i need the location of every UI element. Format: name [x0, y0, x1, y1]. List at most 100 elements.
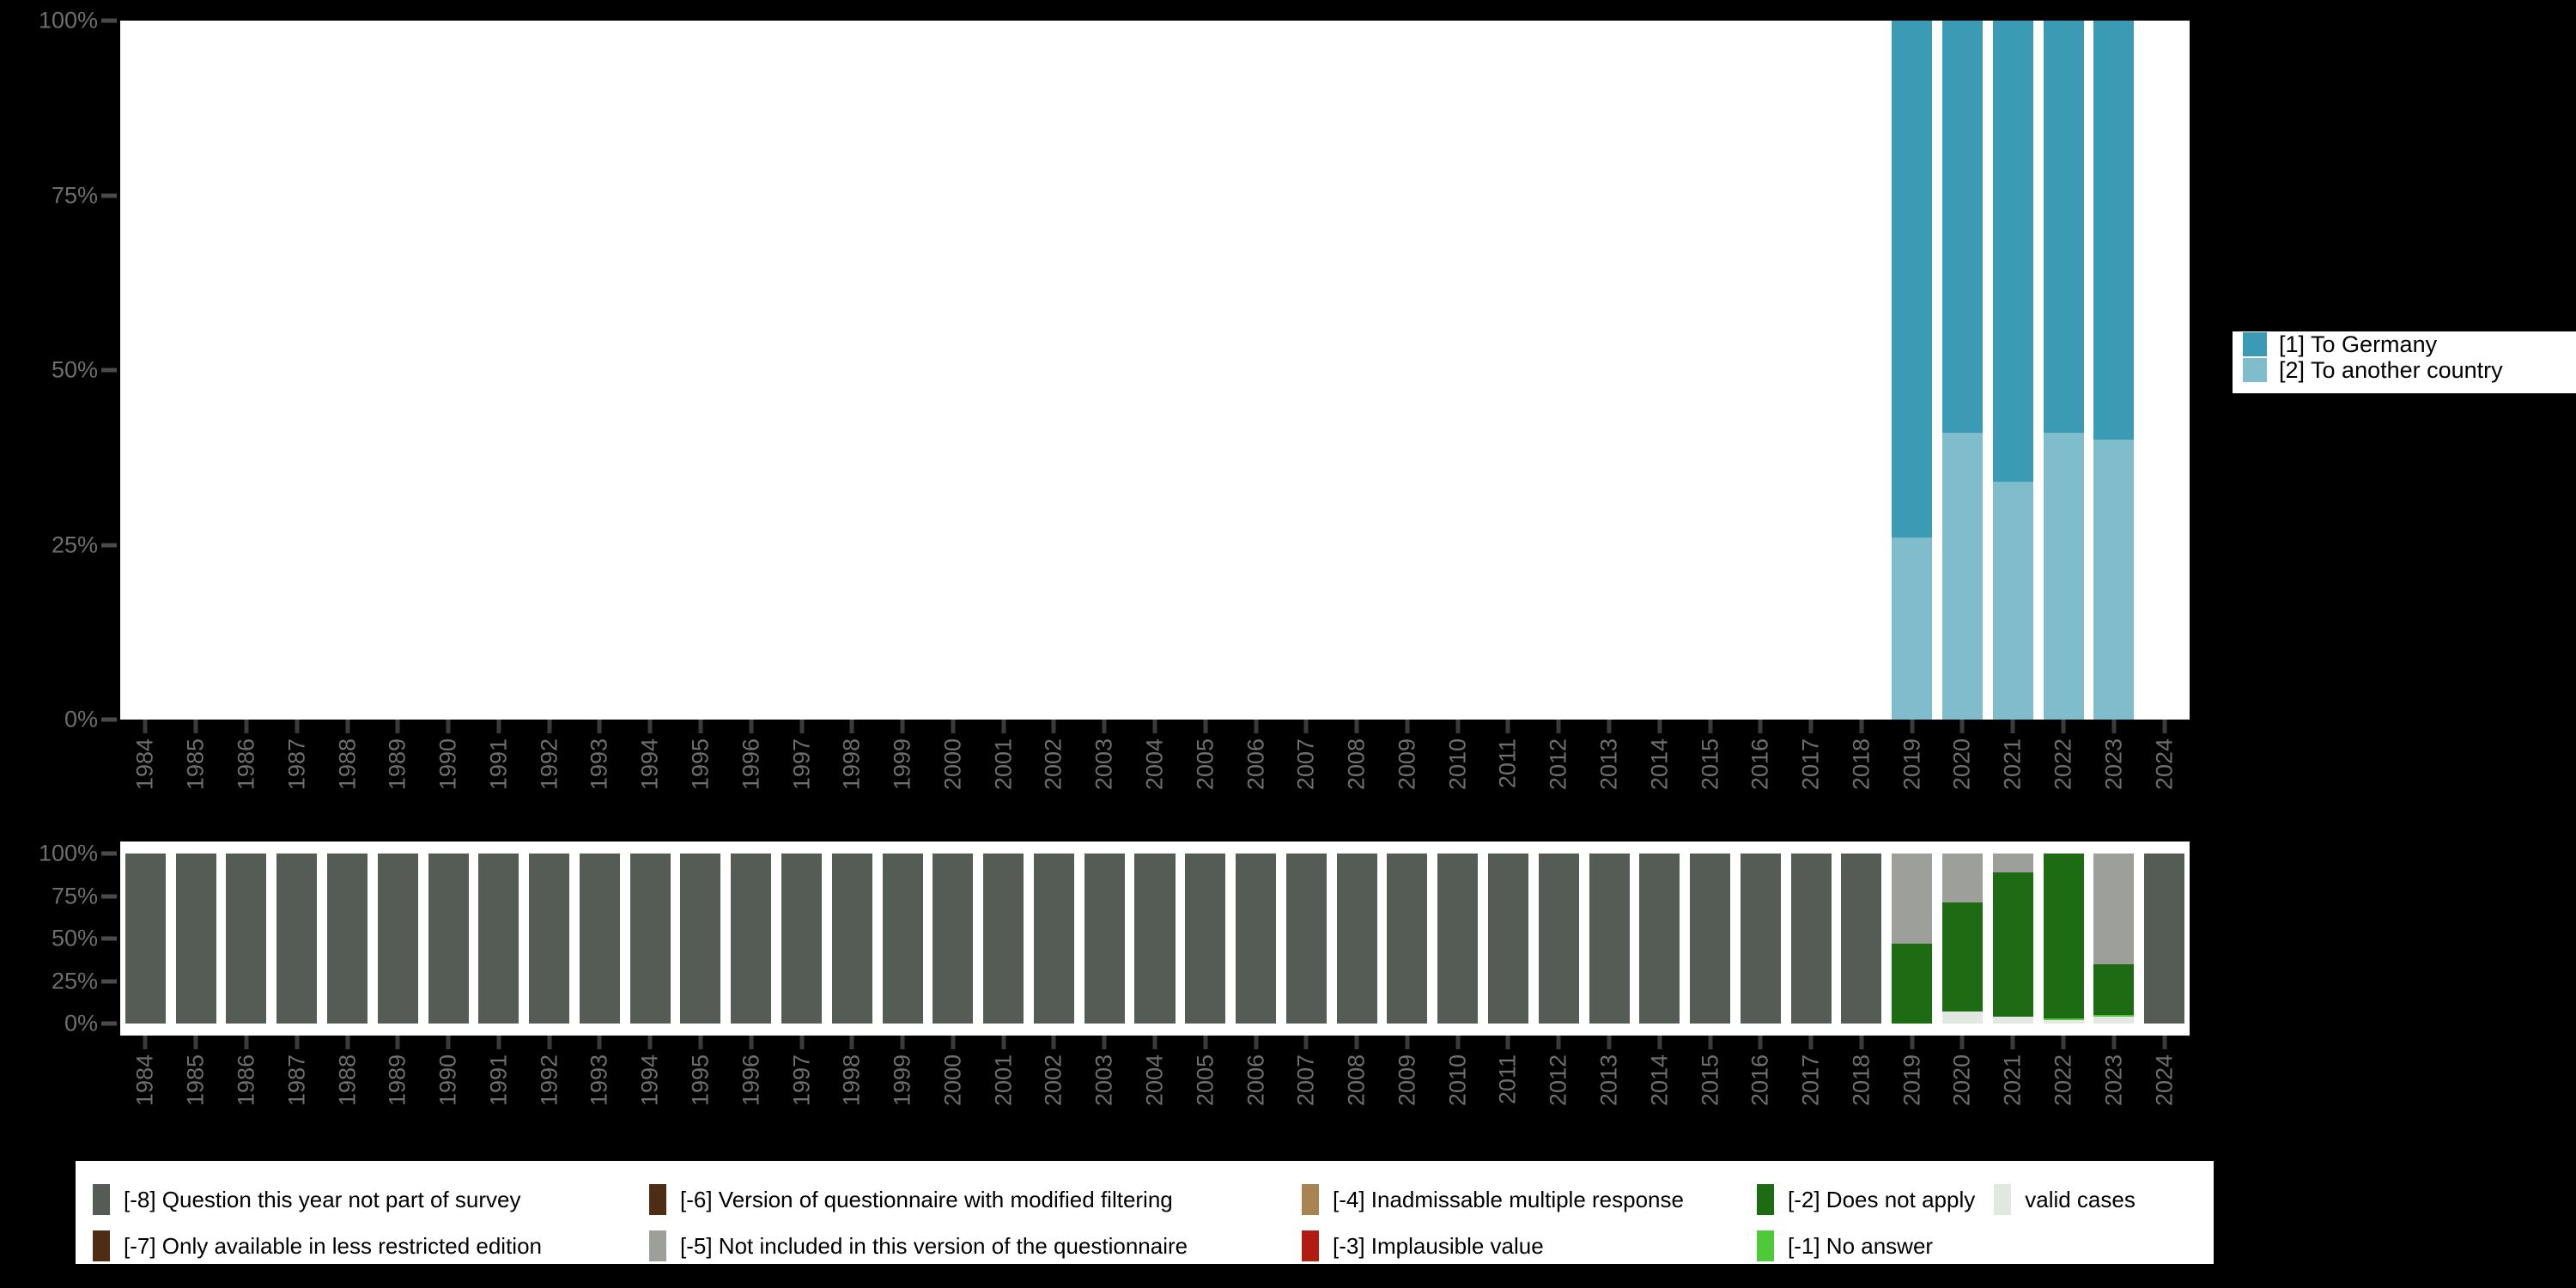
x-axis-tick-label: 1998 — [838, 738, 865, 791]
quality-legend-item[interactable]: [-8] Question this year not part of surv… — [93, 1184, 649, 1215]
quality-x-axis-tick-label: 1987 — [283, 1054, 310, 1107]
quality-y-axis-tick-label: 50% — [51, 925, 98, 951]
x-axis-tick-mark — [1051, 720, 1056, 733]
x-axis-tick: 2016 — [1747, 720, 1774, 790]
quality-bar-segment — [529, 854, 570, 1024]
quality-x-axis-tick-mark — [1254, 1036, 1259, 1049]
quality-x-axis-tick-mark — [849, 1036, 854, 1049]
quality-legend-item[interactable]: [-4] Inadmissable multiple response — [1302, 1184, 1757, 1215]
quality-bar-2003 — [1084, 854, 1125, 1024]
quality-x-axis-tick: 1997 — [788, 1036, 815, 1106]
y-axis-tick-mark — [101, 193, 117, 197]
quality-bar-segment — [1134, 854, 1176, 1024]
quality-bar-2018 — [1841, 854, 1882, 1024]
x-axis-tick-mark — [1254, 720, 1259, 733]
legend-item[interactable]: [2] To another country — [2243, 357, 2576, 383]
quality-legend-item[interactable]: [-5] Not included in this version of the… — [649, 1230, 1302, 1261]
quality-x-axis-tick: 2018 — [1848, 1036, 1874, 1106]
quality-bar-2009 — [1387, 854, 1428, 1024]
quality-bar-segment — [1892, 854, 1933, 944]
quality-x-axis-tick-label: 2005 — [1192, 1054, 1218, 1107]
quality-x-axis-tick-label: 1990 — [434, 1054, 461, 1107]
legend-color-swatch-icon — [2243, 332, 2267, 356]
quality-x-axis-tick-mark — [1405, 1036, 1410, 1049]
quality-bar-segment — [2043, 1020, 2084, 1024]
x-axis-tick-label: 1988 — [334, 738, 360, 791]
quality-bar-2023 — [2093, 854, 2135, 1024]
x-axis-tick: 1995 — [687, 720, 714, 790]
bar-segment-to-another-country — [2093, 440, 2135, 720]
quality-bar-segment — [1892, 943, 1933, 1024]
x-axis-tick-label: 1996 — [738, 738, 764, 791]
x-axis-tick-mark — [446, 720, 451, 733]
x-axis-tick-label: 2012 — [1545, 738, 1571, 791]
quality-x-axis-tick-mark — [547, 1036, 552, 1049]
x-axis-tick-label: 2022 — [2050, 738, 2076, 791]
stacked-bar-2020 — [1941, 21, 1983, 720]
quality-x-axis-tick-mark — [1657, 1036, 1662, 1049]
quality-x-axis-tick-mark — [1203, 1036, 1208, 1049]
x-axis-tick-mark — [1910, 720, 1915, 733]
quality-bar-segment — [1387, 854, 1428, 1024]
x-axis-tick-label: 2004 — [1141, 738, 1168, 791]
quality-x-axis-tick-mark — [900, 1036, 905, 1049]
quality-bar-1992 — [529, 854, 570, 1024]
quality-x-axis-tick-label: 2011 — [1494, 1054, 1521, 1105]
x-axis-tick-mark — [749, 720, 754, 733]
quality-x-axis-tick-label: 1994 — [636, 1054, 663, 1107]
quality-bar-2010 — [1437, 854, 1479, 1024]
legend-item-label: [1] To Germany — [2279, 331, 2438, 357]
x-axis-tick-mark — [1455, 720, 1461, 733]
x-axis-tick-label: 2009 — [1394, 738, 1420, 791]
quality-legend-item[interactable]: [-3] Implausible value — [1302, 1230, 1757, 1261]
x-axis-tick-label: 2011 — [1494, 738, 1521, 789]
x-axis-tick-label: 1999 — [889, 738, 915, 791]
quality-bar-1998 — [831, 854, 872, 1024]
x-axis-tick: 2006 — [1242, 720, 1269, 790]
quality-bar-segment — [1639, 854, 1680, 1024]
quality-bar-2012 — [1538, 854, 1579, 1024]
x-axis-tick: 1989 — [385, 720, 411, 790]
quality-bar-segment — [327, 854, 368, 1024]
x-axis-tick: 2013 — [1596, 720, 1623, 790]
quality-bar-segment — [579, 854, 620, 1024]
quality-bar-2000 — [933, 854, 974, 1024]
x-axis-tick-label: 2014 — [1646, 738, 1673, 791]
quality-x-axis-tick-label: 2002 — [1040, 1054, 1066, 1107]
quality-bar-segment — [1841, 854, 1882, 1024]
quality-x-axis-tick-label: 2010 — [1444, 1054, 1471, 1107]
quality-x-axis-tick-mark — [446, 1036, 451, 1049]
x-axis-tick-label: 1990 — [434, 738, 461, 791]
stacked-bar-2021 — [1992, 21, 2033, 720]
x-axis-tick-mark — [597, 720, 602, 733]
x-axis-tick-mark — [647, 720, 653, 733]
quality-legend-item[interactable]: [-2] Does not apply valid cases — [1757, 1184, 2136, 1215]
x-axis-tick-label: 2000 — [939, 738, 966, 791]
quality-x-axis-tick: 1996 — [738, 1036, 764, 1106]
y-axis-tick-mark — [101, 717, 117, 722]
quality-legend-item[interactable]: [-1] No answer — [1757, 1230, 2014, 1261]
quality-x-axis-tick-label: 2008 — [1343, 1054, 1370, 1107]
quality-legend: [-8] Question this year not part of surv… — [76, 1161, 2214, 1264]
quality-x-axis-tick-mark — [1758, 1036, 1763, 1049]
x-axis-tick-label: 2015 — [1697, 738, 1723, 791]
quality-legend-item[interactable]: [-7] Only available in less restricted e… — [93, 1230, 649, 1261]
x-axis-tick-mark — [2061, 720, 2066, 733]
legend-item[interactable]: [1] To Germany — [2243, 331, 2576, 357]
quality-x-axis-tick-label: 2013 — [1595, 1054, 1622, 1107]
quality-y-axis-tick-label: 0% — [64, 1010, 98, 1036]
quality-x-axis-tick-label: 1997 — [788, 1054, 815, 1107]
quality-legend-item[interactable]: [-6] Version of questionnaire with modif… — [649, 1184, 1302, 1215]
quality-x-axis-tick: 2015 — [1697, 1036, 1723, 1106]
quality-x-axis-tick-mark — [143, 1036, 148, 1049]
x-axis-tick: 2004 — [1142, 720, 1169, 790]
bar-segment-to-germany — [2043, 21, 2084, 434]
quality-x-axis-tick-mark — [597, 1036, 602, 1049]
x-axis-tick: 1992 — [536, 720, 562, 790]
quality-bar-1991 — [478, 854, 519, 1024]
quality-y-axis-tick-label: 75% — [51, 883, 98, 908]
x-axis-tick-mark — [1203, 720, 1208, 733]
x-axis-tick-label: 2008 — [1343, 738, 1370, 791]
quality-bar-1999 — [882, 854, 923, 1024]
x-axis-tick: 1986 — [233, 720, 259, 790]
